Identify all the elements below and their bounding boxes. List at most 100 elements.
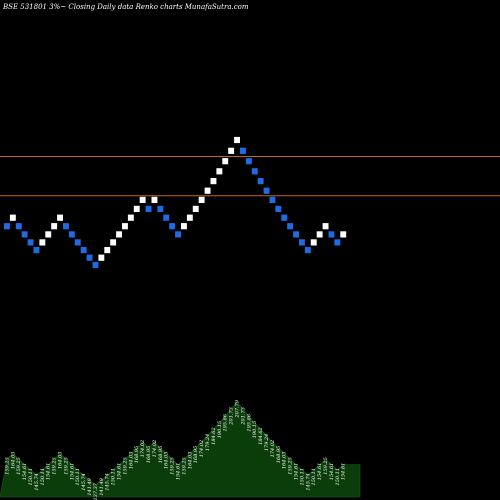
brick-value-label: 174.02 [152,440,158,458]
renko-brick-down [80,247,87,254]
renko-brick-down [21,231,28,238]
renko-brick-up [122,223,128,230]
price-area [0,401,361,498]
brick-value-label: 174.02 [199,440,205,458]
brick-value-label: 150.11 [311,468,317,486]
renko-brick-up [139,196,146,203]
brick-value-label: 190.15 [217,421,223,439]
brick-value-label: 159.25 [16,457,22,475]
brick-value-label: 159.25 [323,457,329,475]
brick-value-label: 150.11 [75,468,81,486]
renko-brick-up [228,147,235,154]
brick-value-label: 159.25 [288,457,294,475]
renko-brick-up [9,214,16,221]
renko-brick-up [316,231,323,238]
brick-value-label: 154.61 [317,463,323,481]
renko-brick-up [116,231,122,238]
renko-brick-up [104,247,111,254]
renko-brick-up [186,214,193,221]
brick-value-label: 150.11 [299,468,305,486]
renko-brick-up [98,254,105,261]
renko-brick-up [216,168,223,175]
renko-brick-down [169,223,176,230]
renko-brick-down [304,247,311,254]
renko-brick-down [281,214,288,221]
renko-brick-down [240,147,246,154]
renko-brick-down [275,205,282,212]
brick-value-label: 164.03 [128,452,134,470]
brick-value-label: 141.49 [99,477,105,495]
brick-value-label: 184.62 [211,427,217,445]
brick-value-label: 154.61 [176,463,182,481]
brick-value-label: 154.61 [341,463,347,481]
brick-value-label: 207.79 [235,399,241,418]
renko-brick-down [299,239,305,246]
brick-value-label: 150.11 [335,468,341,486]
brick-value-label: 168.95 [146,446,152,464]
brick-value-label: 154.61 [69,463,75,481]
renko-brick-down [145,205,152,212]
brick-value-label: 164.03 [187,452,193,470]
brick-value-label: 145.74 [105,473,111,491]
brick-value-label: 159.25 [122,457,128,475]
brick-value-label: 184.62 [258,427,264,445]
brick-value-label: 168.95 [158,446,164,464]
renko-brick-down [33,247,40,254]
brick-value-label: 201.73 [240,407,246,426]
renko-brick-up [340,231,347,238]
brick-value-label: 195.86 [223,413,229,431]
reference-lines [0,155,500,197]
renko-brick-down [68,231,75,238]
brick-value-label: 174.02 [270,440,276,458]
brick-value-label: 168.95 [134,446,140,464]
renko-brick-up [127,214,134,221]
renko-brick-up [110,239,117,246]
brick-value-label: 154.61 [294,463,300,481]
renko-brick-up [151,196,158,203]
renko-brick-down [63,223,69,230]
brick-value-label: 159.25 [4,457,10,475]
brick-value-label: 154.61 [22,463,28,481]
brick-value-label: 174.02 [140,440,146,458]
brick-value-label: 145.74 [305,473,311,491]
renko-brick-up [57,214,63,221]
renko-brick-up [39,239,46,246]
renko-brick-up [51,223,58,230]
brick-value-label: 141.49 [87,477,93,495]
renko-brick-up [222,158,229,165]
renko-brick-down [175,231,181,238]
renko-brick-down [263,187,270,194]
renko-brick-down [334,239,341,246]
renko-brick-up [192,205,199,212]
renko-brick-down [257,178,264,185]
renko-brick-down [15,223,22,230]
brick-value-labels: 159.25 164.03 159.25 154.61 150.11 145.74 150.… [4,399,346,500]
renko-brick-down [328,231,335,238]
brick-value-label: 154.61 [329,463,335,481]
brick-value-label: 159.25 [52,457,58,475]
brick-value-label: 150.11 [111,468,117,486]
renko-brick-down [27,239,34,246]
brick-value-label: 164.03 [10,452,16,470]
renko-brick-down [293,231,299,238]
chart-title: BSE 531801 3%~ Closing Daily data Renko … [2,3,249,11]
renko-brick-down [86,254,93,261]
renko-brick-up [198,196,205,203]
renko-brick-down [4,223,10,230]
renko-brick-down [92,261,99,269]
brick-value-label: 145.74 [81,473,87,491]
renko-brick-up [234,136,240,144]
brick-value-label: 179.24 [205,434,211,452]
brick-value-label: 159.25 [63,457,69,475]
brick-value-label: 154.61 [117,463,123,481]
renko-brick-up [45,231,52,238]
brick-value-label: 159.25 [181,457,187,475]
brick-value-label: 150.11 [40,468,46,486]
brick-value-label: 159.25 [170,457,176,475]
brick-value-label: 179.24 [264,434,270,452]
brick-value-label: 201.73 [229,407,235,426]
brick-value-label: 164.03 [282,452,288,470]
brick-value-label: 195.86 [246,413,252,431]
renko-brick-down [245,158,252,165]
